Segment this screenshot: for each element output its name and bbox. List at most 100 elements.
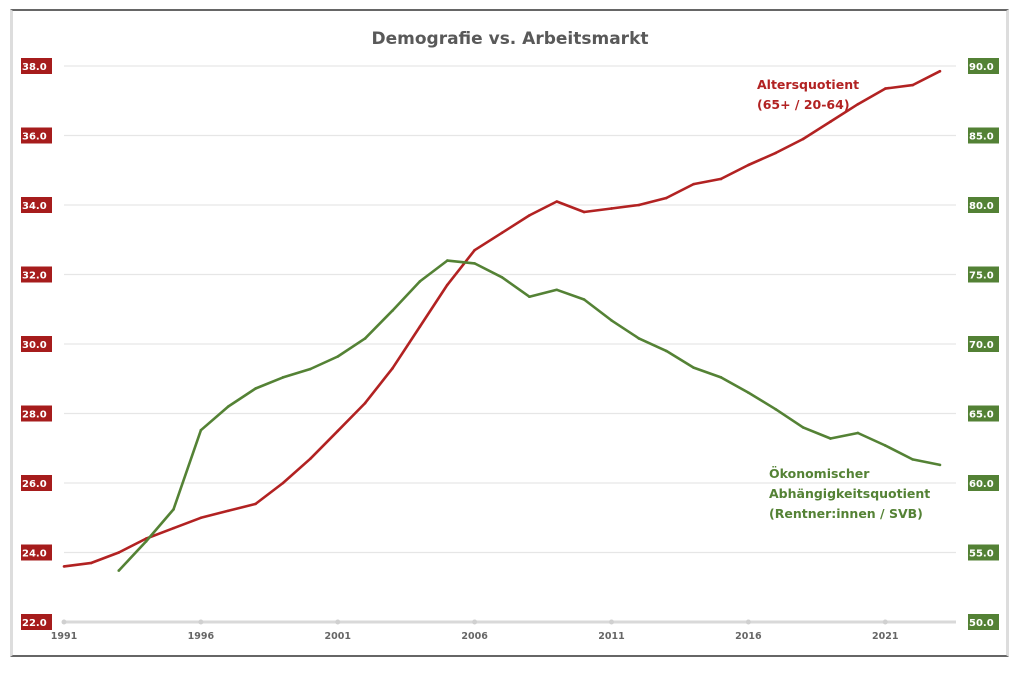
left-tick-label: 28.0	[22, 410, 47, 421]
right-tick-badge	[968, 127, 999, 144]
data-point	[281, 481, 285, 485]
data-point	[254, 387, 257, 390]
left-tick-label: 36.0	[22, 132, 47, 143]
data-point	[309, 457, 312, 460]
x-tick-label: 2011	[598, 631, 624, 642]
left-tick-badge	[21, 405, 52, 422]
data-point	[418, 325, 422, 328]
data-point	[911, 83, 914, 87]
data-point	[117, 569, 121, 572]
data-point	[500, 231, 504, 235]
data-point	[637, 203, 641, 207]
left-tick-label: 22.0	[22, 618, 47, 629]
data-point	[62, 565, 66, 568]
x-tick-label: 2016	[735, 631, 762, 642]
right-tick-badge	[968, 336, 999, 352]
x-tick-label: 2006	[461, 631, 488, 642]
data-point	[226, 509, 230, 513]
data-point	[911, 458, 914, 461]
data-point	[555, 288, 559, 292]
right-tick-label: 55.0	[969, 549, 994, 560]
left-tick-label: 30.0	[22, 340, 47, 351]
data-point	[500, 275, 504, 279]
data-point	[144, 540, 148, 543]
left-tick-label: 24.0	[22, 549, 47, 560]
data-point	[199, 428, 203, 432]
x-tick-mark	[61, 619, 67, 625]
right-tick-badge	[968, 58, 999, 74]
data-point	[336, 429, 340, 433]
chart-frame	[10, 9, 1009, 657]
right-tick-badge	[968, 544, 999, 561]
series-annotation: Abhängigkeitsquotient	[769, 486, 930, 501]
left-tick-badge	[21, 614, 52, 630]
left-tick-badge	[21, 58, 52, 74]
data-point	[719, 177, 723, 181]
data-point	[473, 262, 476, 265]
data-point	[528, 214, 531, 217]
right-tick-label: 85.0	[969, 132, 994, 143]
left-tick-badge	[21, 336, 52, 352]
data-point	[692, 182, 695, 186]
right-tick-label: 60.0	[969, 479, 994, 490]
data-point	[664, 349, 668, 353]
data-point	[829, 120, 832, 123]
x-tick-mark	[335, 619, 341, 625]
right-tick-label: 75.0	[969, 271, 994, 282]
right-tick-label: 70.0	[969, 340, 994, 351]
data-point	[528, 295, 531, 299]
data-point	[172, 508, 175, 511]
data-point	[801, 426, 805, 429]
data-point	[473, 248, 476, 252]
data-point	[856, 102, 860, 106]
left-tick-badge	[21, 475, 52, 491]
data-point	[637, 337, 641, 340]
right-tick-badge	[968, 614, 999, 630]
data-point	[309, 367, 312, 371]
data-point	[938, 463, 942, 467]
data-point	[90, 561, 93, 565]
left-tick-label: 32.0	[22, 271, 47, 282]
data-point	[582, 298, 586, 301]
chart-title: Demografie vs. Arbeitsmarkt	[372, 29, 649, 49]
x-tick-label: 2021	[872, 631, 898, 642]
left-tick-label: 38.0	[22, 62, 47, 73]
data-point	[829, 437, 832, 440]
data-point	[199, 516, 203, 520]
left-tick-badge	[21, 266, 52, 283]
data-point	[555, 200, 559, 203]
series-annotation: (Rentner:innen / SVB)	[769, 506, 923, 521]
data-point	[774, 408, 778, 411]
right-tick-label: 50.0	[969, 618, 994, 629]
data-point	[226, 405, 230, 408]
x-tick-label: 1996	[188, 631, 215, 642]
series-line-abhaengigkeitsquotient	[117, 259, 941, 572]
data-point	[391, 367, 394, 370]
right-tick-label: 80.0	[969, 201, 994, 212]
data-point	[692, 366, 695, 369]
data-point	[336, 355, 340, 358]
series-annotation: Altersquotient	[757, 77, 859, 92]
data-point	[883, 444, 887, 447]
data-point	[938, 69, 942, 73]
data-point	[774, 151, 778, 155]
series-annotation: Ökonomischer	[769, 466, 870, 481]
data-point	[582, 210, 586, 214]
x-tick-mark	[745, 619, 751, 625]
data-point	[719, 376, 723, 379]
data-point	[883, 87, 887, 90]
data-point	[856, 431, 860, 435]
data-point	[747, 163, 750, 167]
x-tick-label: 2001	[325, 631, 351, 642]
data-point	[281, 376, 285, 379]
right-tick-badge	[968, 475, 999, 491]
x-tick-label: 1991	[51, 631, 77, 642]
data-point	[363, 401, 367, 405]
x-tick-mark	[472, 619, 478, 625]
x-tick-mark	[882, 619, 888, 625]
data-point	[445, 259, 449, 262]
left-tick-badge	[21, 197, 52, 213]
x-tick-mark	[609, 619, 614, 625]
left-tick-label: 26.0	[22, 479, 47, 490]
left-tick-badge	[21, 127, 52, 144]
